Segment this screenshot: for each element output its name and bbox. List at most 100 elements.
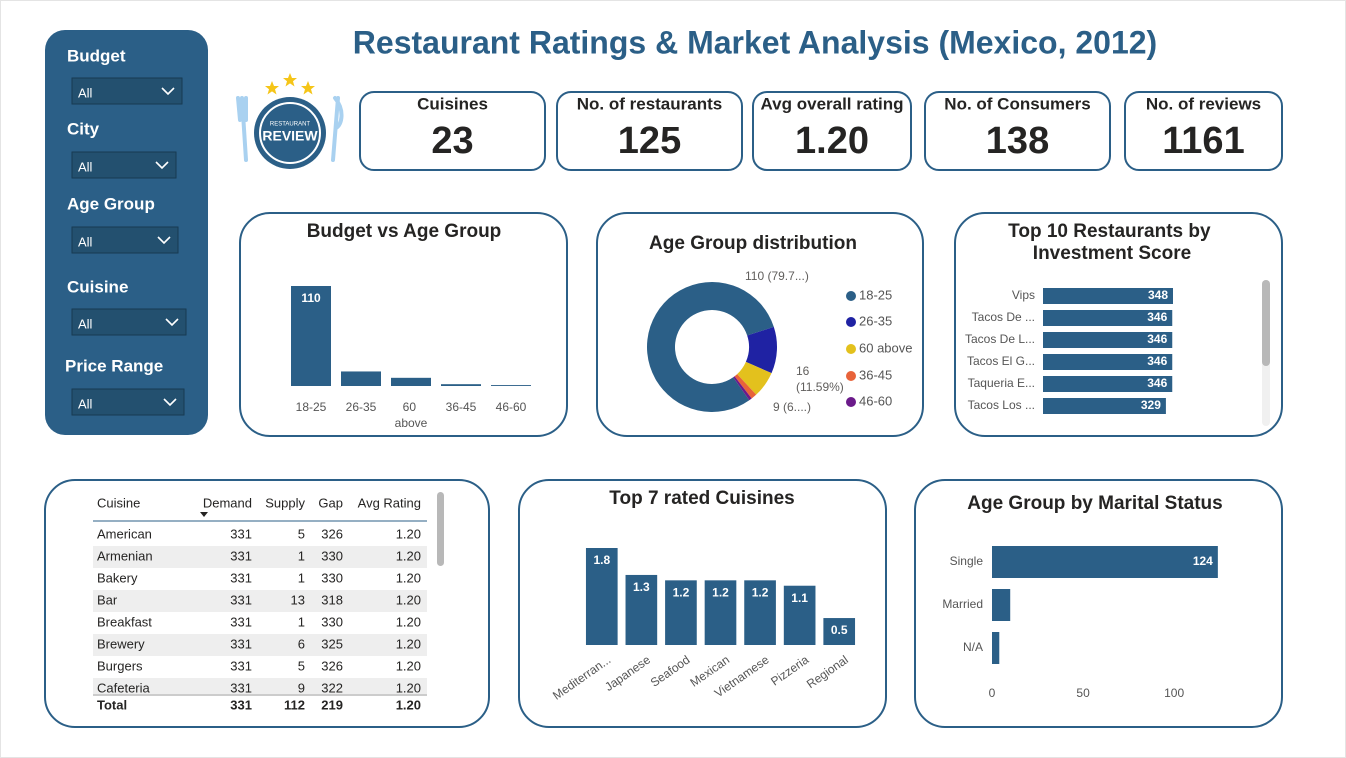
cell: 1.20 <box>396 614 421 629</box>
x-tick-label: 60 above <box>395 400 428 430</box>
chevron <box>163 398 177 407</box>
filter-label: Price Range <box>65 356 163 375</box>
row-band <box>93 546 427 568</box>
cell: Brewery <box>97 636 145 651</box>
scroll-thumb[interactable] <box>1262 280 1270 366</box>
cell: 331 <box>230 636 252 651</box>
dropdown[interactable] <box>71 388 185 416</box>
legend-swatch <box>846 317 856 327</box>
cell: 1.20 <box>396 592 421 607</box>
chevron <box>165 318 179 327</box>
logo <box>236 73 344 169</box>
bar <box>441 384 481 386</box>
kpi-value: 1.20 <box>795 120 869 162</box>
bar <box>1043 354 1173 370</box>
cell: 6 <box>298 636 305 651</box>
x-tick-label: 26-35 <box>346 400 377 414</box>
cell: Burgers <box>97 658 143 673</box>
kpi-label: Cuisines <box>417 94 488 113</box>
y-tick-label: Vips <box>1012 288 1035 302</box>
cell: 1 <box>298 548 305 563</box>
data-label: 346 <box>1147 310 1167 324</box>
chevron <box>155 161 169 170</box>
legend-label: 46-60 <box>859 393 892 408</box>
legend-swatch <box>846 397 856 407</box>
logo-text: REVIEW <box>262 128 318 144</box>
dropdown[interactable] <box>71 77 183 105</box>
y-tick-label: N/A <box>963 640 983 654</box>
pie-slice <box>647 282 774 412</box>
kpi-label: No. of Consumers <box>944 94 1090 113</box>
logo-text: RESTAURANT <box>270 122 311 128</box>
text-line: Investment Score <box>1033 243 1191 264</box>
text-line: 16 <box>796 364 813 378</box>
bar <box>585 548 618 645</box>
bar <box>744 580 776 645</box>
cell: 331 <box>230 526 252 541</box>
y-tick-label: Single <box>950 554 984 568</box>
sort-arrow <box>200 512 208 517</box>
chevron <box>161 87 175 96</box>
pie-slice <box>733 376 752 401</box>
bar <box>992 632 1000 664</box>
filter-label: Budget <box>67 46 126 65</box>
y-tick-label: Tacos De L... <box>965 332 1035 346</box>
kpi-value: 125 <box>618 120 681 162</box>
cell: 331 <box>230 658 252 673</box>
column-header: Gap <box>318 495 343 510</box>
card <box>914 479 1283 728</box>
legend-swatch <box>846 344 856 354</box>
cell: 5 <box>298 526 305 541</box>
cell: 1.20 <box>396 548 421 563</box>
cell: Breakfast <box>97 614 152 629</box>
bar <box>1043 398 1166 414</box>
kpi-label: No. of restaurants <box>577 94 722 113</box>
y-tick-label: Tacos Los ... <box>968 398 1035 412</box>
column-header: Cuisine <box>97 495 140 510</box>
bar <box>1043 310 1173 326</box>
kpi-label: No. of reviews <box>1146 94 1261 113</box>
kpi-card <box>1124 91 1283 171</box>
y-tick-label: Taqueria E... <box>968 376 1035 390</box>
x-tick-label: 50 <box>1076 686 1090 700</box>
cell: 5 <box>298 658 305 673</box>
total-cell: Total <box>97 697 127 712</box>
kpi-card <box>359 91 546 171</box>
y-tick-label: Tacos De ... <box>972 310 1035 324</box>
filter-label: Cuisine <box>67 277 128 296</box>
x-tick-label: 100 <box>1164 686 1184 700</box>
pie-slice <box>737 361 772 395</box>
kpi-value: 23 <box>431 120 473 162</box>
cell: 331 <box>230 570 252 585</box>
dropdown-value: All <box>78 234 93 249</box>
data-label: 346 <box>1147 376 1167 390</box>
x-tick-label: 46-60 <box>496 400 527 414</box>
cell: 1 <box>298 614 305 629</box>
data-label: 1.2 <box>712 586 729 600</box>
bar <box>992 546 1218 578</box>
bar <box>1043 376 1173 392</box>
chart-title: Top 10 Restaurants by Investment Score <box>1008 221 1216 264</box>
filter-label: City <box>67 119 100 138</box>
scroll-thumb[interactable] <box>437 492 444 566</box>
data-label: 110 (79.7...) <box>745 269 809 283</box>
chart-title: Age Group distribution <box>649 233 857 254</box>
data-label: 1.2 <box>673 586 690 600</box>
cell: American <box>97 526 152 541</box>
page-title: Restaurant Ratings & Market Analysis (Me… <box>353 24 1157 60</box>
legend-label: 26-35 <box>859 313 892 328</box>
dropdown-value: All <box>78 316 93 331</box>
text-line: Top 10 Restaurants by <box>1008 221 1216 242</box>
dropdown-value: All <box>78 159 93 174</box>
x-tick-label: 18-25 <box>296 400 327 414</box>
x-tick-label: 36-45 <box>446 400 477 414</box>
cell: 330 <box>321 548 343 563</box>
kpi-value: 138 <box>986 120 1049 162</box>
bar <box>783 585 816 645</box>
pie-slice <box>745 326 777 374</box>
dropdown[interactable] <box>71 308 187 336</box>
bar <box>1043 332 1173 348</box>
dropdown-value: All <box>78 396 93 411</box>
